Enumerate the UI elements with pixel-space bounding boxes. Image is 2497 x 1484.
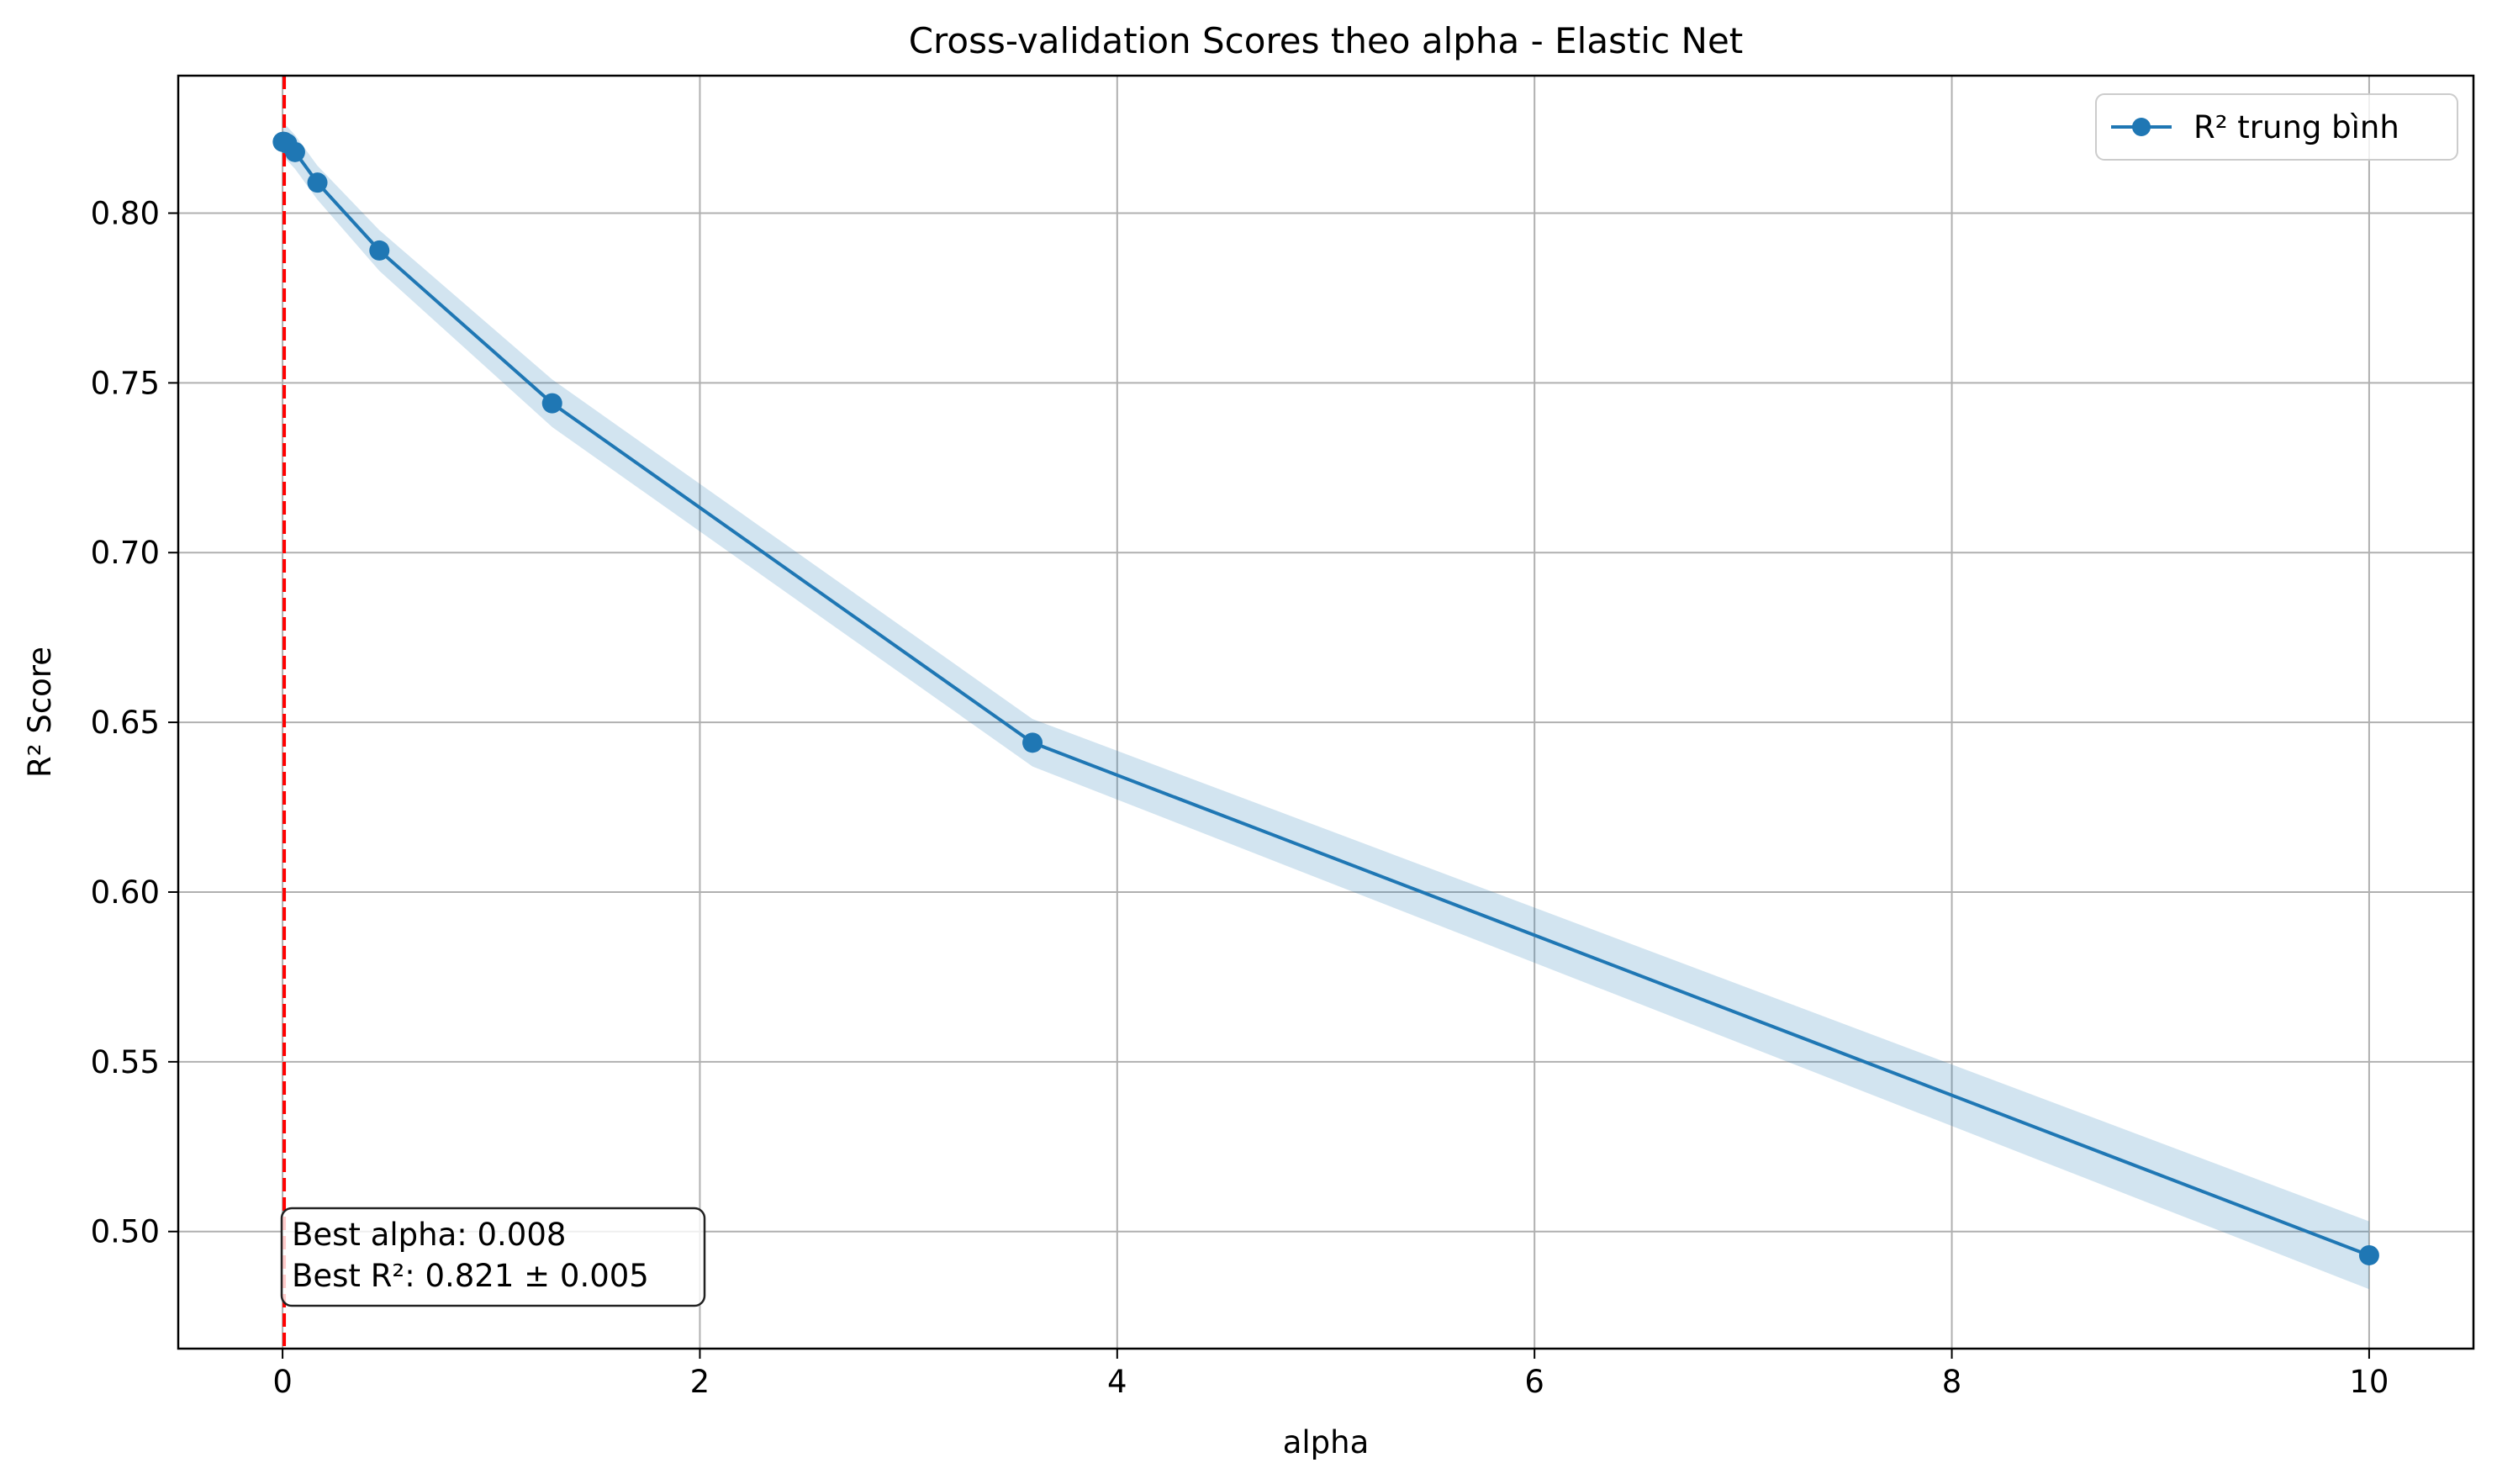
annotation-box <box>280 1207 706 1307</box>
y-axis-label: R² Score <box>22 647 58 778</box>
data-point <box>541 393 562 414</box>
data-point <box>2358 1244 2379 1265</box>
x-tick-label: 8 <box>1942 1364 1962 1400</box>
legend-box <box>2095 93 2458 161</box>
data-point <box>307 172 328 193</box>
y-tick-label: 0.65 <box>91 705 160 741</box>
data-point <box>284 141 305 162</box>
data-point <box>1022 732 1043 753</box>
annotation-best-alpha: Best alpha: 0.008 <box>292 1217 566 1253</box>
legend-marker-swatch <box>2132 118 2151 136</box>
y-tick-label: 0.55 <box>91 1044 160 1080</box>
y-tick-label: 0.75 <box>91 365 160 401</box>
best-annotation: Best alpha: 0.008 Best R²: 0.821 ± 0.005 <box>280 1207 706 1307</box>
x-tick-label: 4 <box>1107 1364 1127 1400</box>
x-tick-label: 2 <box>690 1364 710 1400</box>
series-markers <box>272 131 2379 1265</box>
std-band-layer <box>282 124 2369 1290</box>
legend-label: R² trung bình <box>2193 109 2399 145</box>
x-tick-label: 10 <box>2349 1364 2389 1400</box>
y-tick-label: 0.60 <box>91 874 160 911</box>
grid <box>178 76 2473 1349</box>
data-point <box>369 240 390 261</box>
y-tick-label: 0.50 <box>91 1214 160 1250</box>
x-tick-label: 0 <box>272 1364 293 1400</box>
plot-frame <box>177 74 2475 1350</box>
axis-ticks: 0 2 4 6 8 10 0.50 0.55 0.60 0.65 0.70 0.75 0.80 <box>91 196 2389 1400</box>
legend: R² trung bình <box>2095 93 2458 161</box>
annotation-best-r2: Best R²: 0.821 ± 0.005 <box>292 1258 649 1294</box>
chart-title: Cross-validation Scores theo alpha - Ela… <box>909 20 1744 61</box>
y-tick-label: 0.70 <box>91 535 160 571</box>
std-band <box>282 124 2369 1290</box>
y-tick-label: 0.80 <box>91 196 160 232</box>
x-axis-label: alpha <box>1283 1424 1370 1460</box>
x-tick-label: 6 <box>1524 1364 1544 1400</box>
